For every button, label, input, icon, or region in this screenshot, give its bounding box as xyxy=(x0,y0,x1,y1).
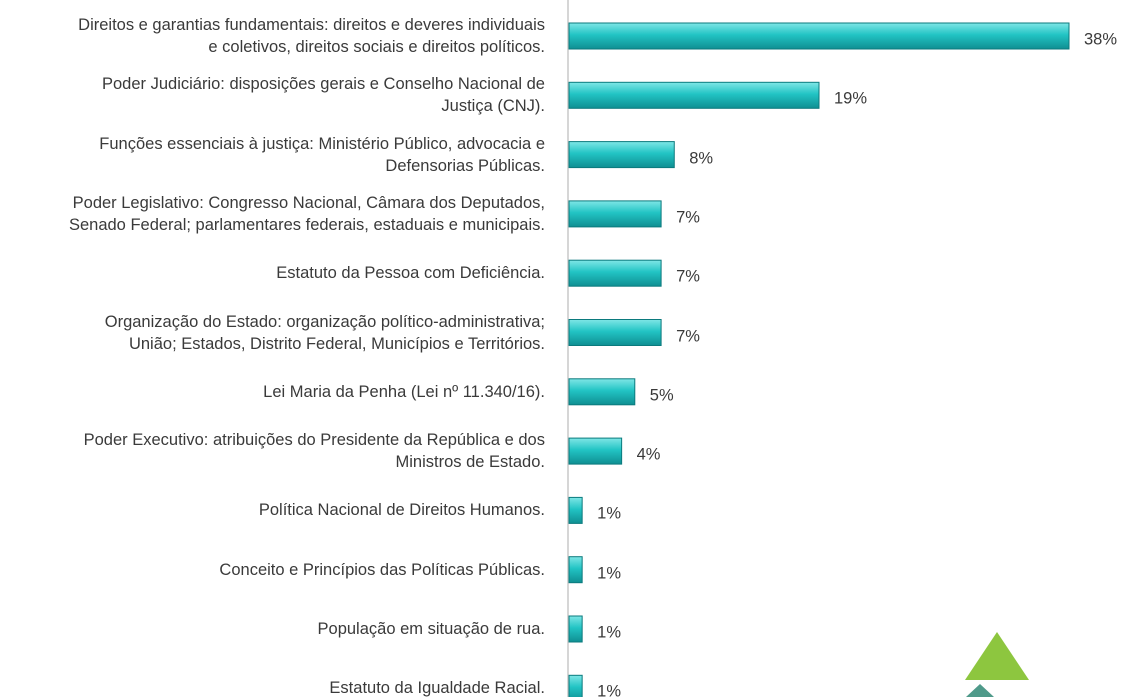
category-label: Conceito e Princípios das Políticas Públ… xyxy=(219,560,545,579)
value-label: 8% xyxy=(689,148,714,167)
category-label: Funções essenciais à justiça: Ministério… xyxy=(99,134,545,175)
bar xyxy=(568,378,636,406)
category-label: Poder Judiciário: disposições gerais e C… xyxy=(101,75,545,116)
bar xyxy=(568,200,662,228)
category-label: Poder Legislativo: Congresso Nacional, C… xyxy=(68,193,545,234)
value-label: 1% xyxy=(597,623,622,642)
bar xyxy=(568,141,675,169)
category-label: Direitos e garantias fundamentais: direi… xyxy=(78,16,545,56)
category-label: Organização do Estado: organização polít… xyxy=(104,312,545,353)
category-label: Poder Executivo: atribuições do Presiden… xyxy=(83,431,545,472)
bar xyxy=(568,81,820,109)
value-label: 19% xyxy=(834,89,868,108)
value-label: 7% xyxy=(676,326,700,345)
value-label: 7% xyxy=(676,208,700,227)
value-label: 1% xyxy=(597,682,622,697)
category-label: Estatuto da Igualdade Racial. xyxy=(329,679,545,697)
bar xyxy=(568,319,662,346)
bar xyxy=(568,674,583,697)
category-label: População em situação de rua. xyxy=(317,620,545,638)
category-label: Política Nacional de Direitos Humanos. xyxy=(258,501,545,520)
value-label: 38% xyxy=(1084,30,1118,49)
bar xyxy=(568,437,623,465)
bar xyxy=(568,496,583,524)
bar xyxy=(568,615,583,643)
logo-triangle xyxy=(966,684,994,697)
value-label: 7% xyxy=(676,267,700,286)
logo-triangle xyxy=(965,632,1029,680)
value-label: 1% xyxy=(597,504,622,523)
category-label: Estatuto da Pessoa com Deficiência. xyxy=(276,264,545,283)
value-label: 5% xyxy=(649,386,674,405)
value-label: 1% xyxy=(597,563,622,582)
bar xyxy=(568,22,1070,50)
category-label: Lei Maria da Penha (Lei nº 11.340/16). xyxy=(263,382,545,401)
bar xyxy=(568,556,583,584)
bar xyxy=(568,259,662,287)
value-label: 4% xyxy=(636,445,661,464)
